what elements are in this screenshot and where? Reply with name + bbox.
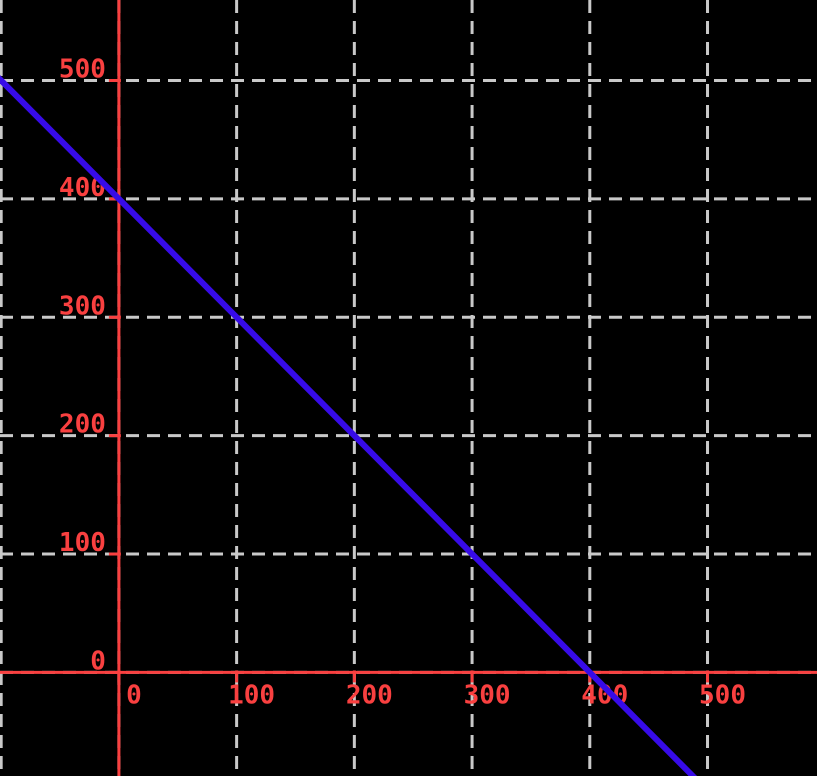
- y-tick-label: 100: [59, 528, 106, 558]
- y-tick-label: 0: [90, 646, 106, 676]
- x-tick-label: 0: [126, 680, 142, 710]
- x-tick-label: 200: [346, 680, 393, 710]
- x-tick-label: 500: [699, 680, 746, 710]
- y-tick-label: 300: [59, 291, 106, 321]
- y-tick-label: 500: [59, 55, 106, 85]
- series-line: [0, 75, 698, 776]
- x-tick-label: 100: [228, 680, 275, 710]
- x-tick-label: 300: [464, 680, 511, 710]
- y-tick-label: 200: [59, 410, 106, 440]
